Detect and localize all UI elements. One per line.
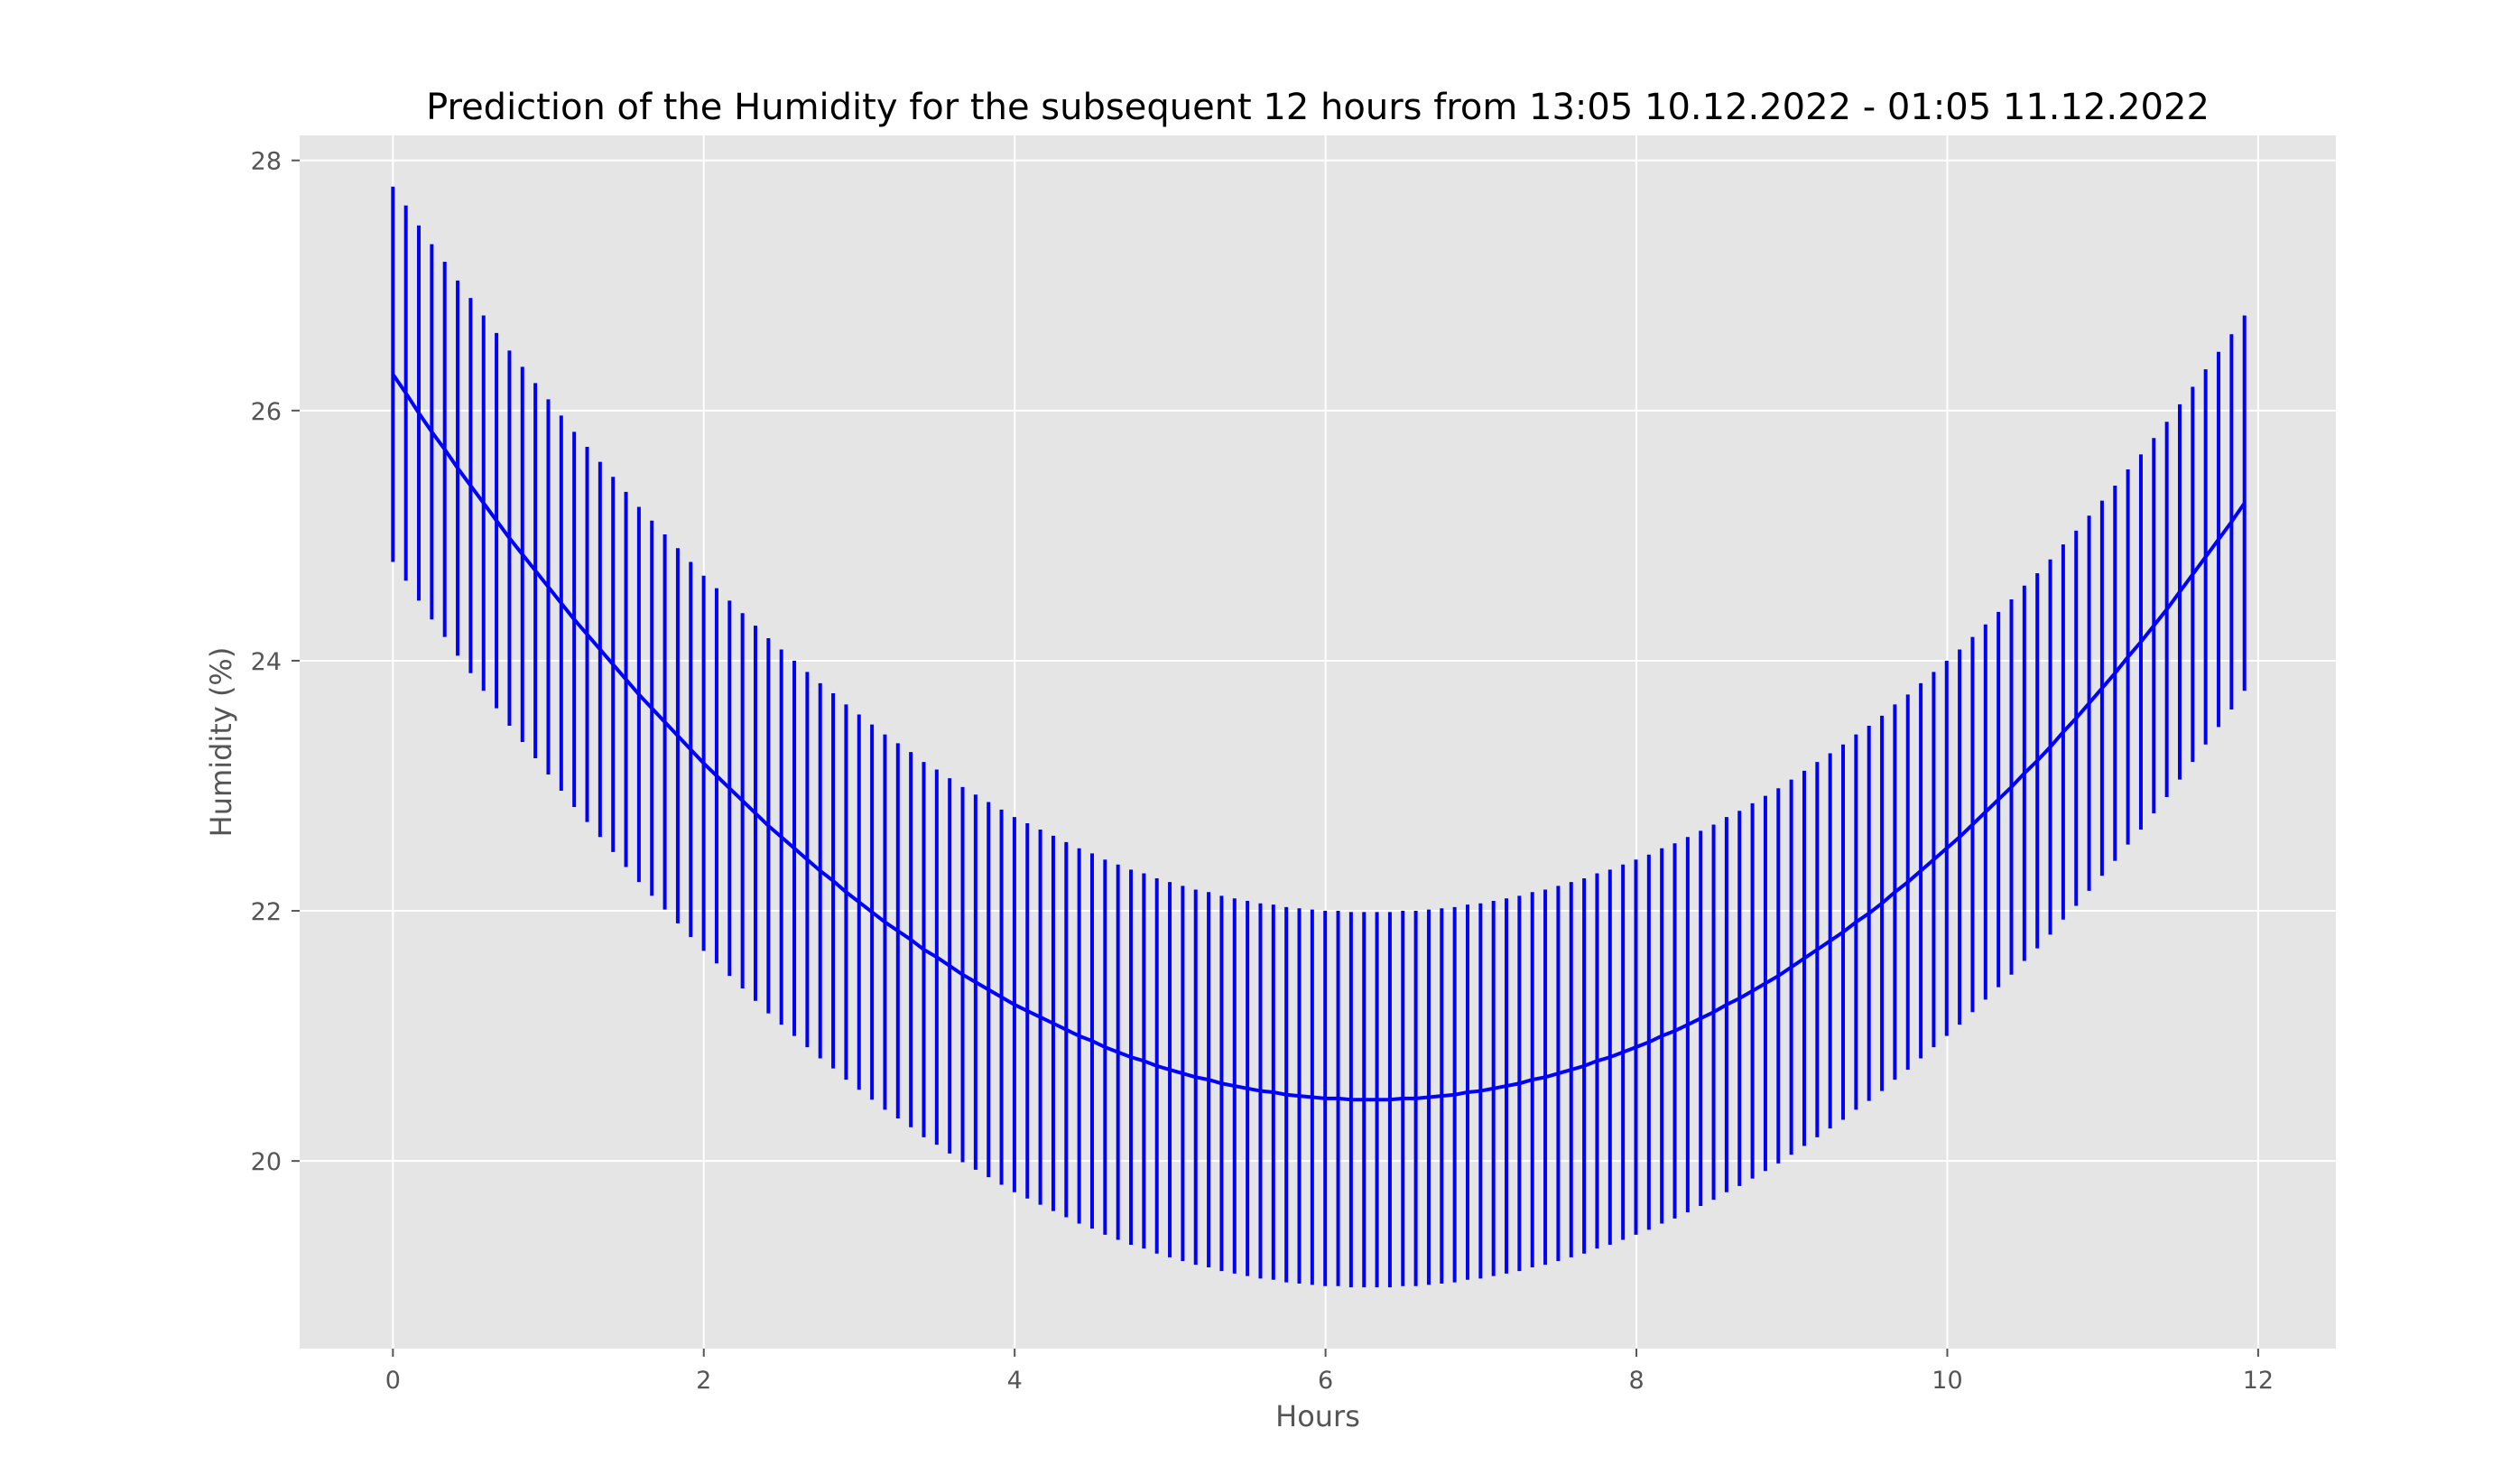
x-tick-label: 8 bbox=[1628, 1367, 1644, 1395]
x-tick-label: 12 bbox=[2243, 1367, 2274, 1395]
x-tick-label: 10 bbox=[1932, 1367, 1962, 1395]
y-tick-label: 24 bbox=[251, 648, 282, 676]
x-axis-label: Hours bbox=[1275, 1399, 1360, 1433]
plot-area bbox=[300, 135, 2336, 1349]
y-tick-label: 26 bbox=[251, 398, 282, 426]
y-tick-label: 20 bbox=[251, 1148, 282, 1176]
y-axis-label: Humidity (%) bbox=[204, 647, 238, 838]
x-tick-label: 2 bbox=[696, 1367, 711, 1395]
x-tick-label: 0 bbox=[385, 1367, 401, 1395]
y-tick-label: 22 bbox=[251, 898, 282, 926]
chart-title: Prediction of the Humidity for the subse… bbox=[426, 87, 2210, 128]
x-axis-ticks: 0 2 4 6 8 10 12 bbox=[385, 1349, 2274, 1395]
y-tick-label: 28 bbox=[251, 148, 282, 176]
x-tick-label: 4 bbox=[1007, 1367, 1023, 1395]
x-tick-label: 6 bbox=[1318, 1367, 1333, 1395]
series-line-humidity bbox=[391, 373, 2247, 1102]
y-axis-ticks: 20 22 24 26 28 bbox=[251, 148, 300, 1176]
